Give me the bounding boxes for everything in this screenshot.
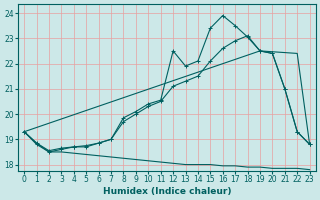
X-axis label: Humidex (Indice chaleur): Humidex (Indice chaleur) [103,187,231,196]
